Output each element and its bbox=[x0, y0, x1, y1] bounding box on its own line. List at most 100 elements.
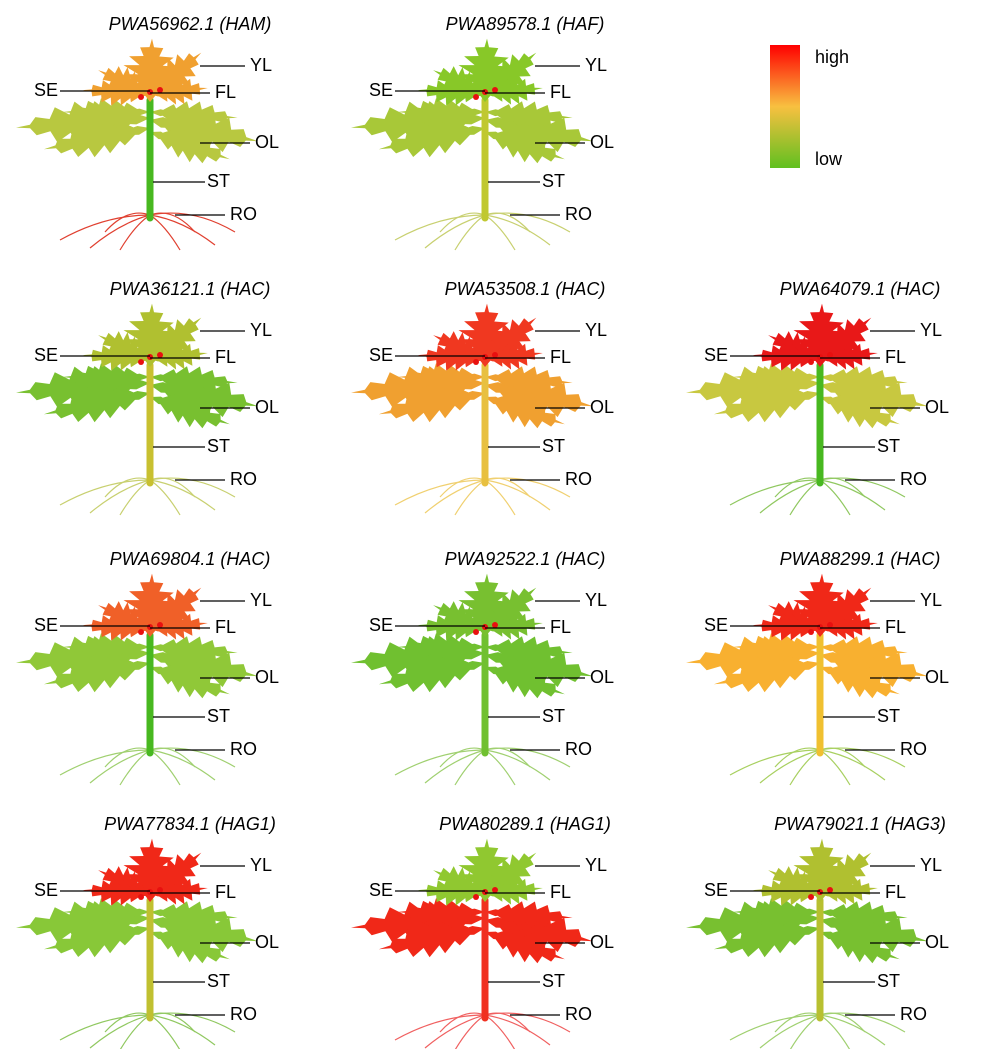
root bbox=[775, 478, 820, 497]
tissue-label: YL bbox=[250, 855, 272, 875]
root bbox=[760, 480, 820, 513]
flower bbox=[147, 89, 153, 95]
flower bbox=[817, 889, 823, 895]
flower bbox=[473, 629, 479, 635]
flower bbox=[827, 887, 833, 893]
tissue-label: SE bbox=[34, 880, 58, 900]
tissue-label: YL bbox=[250, 320, 272, 340]
tissue-label: ST bbox=[877, 706, 900, 726]
root bbox=[150, 1015, 215, 1045]
tissue-label: FL bbox=[550, 347, 571, 367]
root bbox=[150, 480, 180, 515]
tissue-label: OL bbox=[590, 932, 614, 952]
tissue-label: RO bbox=[900, 739, 927, 759]
panel-title: PWA64079.1 (HAC) bbox=[780, 279, 941, 299]
tissue-label: SE bbox=[704, 615, 728, 635]
flower bbox=[492, 87, 498, 93]
panel-title: PWA79021.1 (HAG3) bbox=[774, 814, 946, 834]
flower bbox=[482, 889, 488, 895]
flower bbox=[147, 624, 153, 630]
root bbox=[425, 750, 485, 783]
tissue-label: RO bbox=[565, 469, 592, 489]
root bbox=[820, 480, 850, 515]
root bbox=[485, 1015, 550, 1045]
flower bbox=[808, 629, 814, 635]
tissue-label: YL bbox=[585, 55, 607, 75]
flower bbox=[157, 887, 163, 893]
flower bbox=[482, 354, 488, 360]
tissue-label: SE bbox=[704, 345, 728, 365]
figure: high low PWA56962.1 (HAM)SEFLYLOLSTROPWA… bbox=[0, 0, 981, 1049]
tissue-label: SE bbox=[34, 615, 58, 635]
tissue-label: FL bbox=[885, 617, 906, 637]
panel-title: PWA69804.1 (HAC) bbox=[110, 549, 271, 569]
root bbox=[485, 1015, 515, 1049]
root bbox=[90, 750, 150, 783]
flower bbox=[817, 624, 823, 630]
tissue-label: YL bbox=[920, 320, 942, 340]
tissue-label: ST bbox=[207, 436, 230, 456]
flower bbox=[817, 354, 823, 360]
root bbox=[440, 748, 485, 767]
panel: PWA77834.1 (HAG1)SEFLYLOLSTRO bbox=[10, 814, 279, 1049]
flower bbox=[482, 89, 488, 95]
root bbox=[820, 1015, 885, 1045]
tissue-label: ST bbox=[877, 436, 900, 456]
tissue-label: FL bbox=[885, 882, 906, 902]
root bbox=[425, 1015, 485, 1048]
tissue-label: SE bbox=[34, 80, 58, 100]
root bbox=[485, 750, 550, 780]
flower bbox=[808, 894, 814, 900]
tissue-label: SE bbox=[369, 880, 393, 900]
flower bbox=[473, 359, 479, 365]
flower bbox=[808, 359, 814, 365]
tissue-label: RO bbox=[230, 469, 257, 489]
tissue-label: YL bbox=[585, 590, 607, 610]
root bbox=[90, 1015, 150, 1048]
tissue-label: ST bbox=[542, 971, 565, 991]
tissue-label: SE bbox=[369, 345, 393, 365]
flower bbox=[147, 889, 153, 895]
tissue-label: OL bbox=[925, 932, 949, 952]
root bbox=[440, 213, 485, 232]
root bbox=[820, 750, 850, 785]
tissue-label: SE bbox=[704, 880, 728, 900]
root bbox=[760, 750, 820, 783]
legend-gradient bbox=[770, 45, 800, 168]
tissue-label: ST bbox=[207, 706, 230, 726]
flower bbox=[492, 622, 498, 628]
tissue-label: FL bbox=[885, 347, 906, 367]
panel-title: PWA56962.1 (HAM) bbox=[109, 14, 272, 34]
flower bbox=[138, 94, 144, 100]
root bbox=[150, 215, 180, 250]
root bbox=[150, 750, 215, 780]
flower bbox=[157, 622, 163, 628]
panel: PWA53508.1 (HAC)SEFLYLOLSTRO bbox=[345, 279, 614, 515]
flower bbox=[473, 94, 479, 100]
tissue-label: FL bbox=[215, 347, 236, 367]
root bbox=[760, 1015, 820, 1048]
flower bbox=[827, 352, 833, 358]
tissue-label: SE bbox=[369, 615, 393, 635]
flower bbox=[138, 629, 144, 635]
tissue-label: OL bbox=[925, 397, 949, 417]
root bbox=[440, 1013, 485, 1032]
flower bbox=[157, 352, 163, 358]
root bbox=[425, 480, 485, 513]
root bbox=[485, 480, 515, 515]
root bbox=[485, 480, 550, 510]
panel-title: PWA36121.1 (HAC) bbox=[110, 279, 271, 299]
tissue-label: OL bbox=[590, 132, 614, 152]
tissue-label: YL bbox=[250, 55, 272, 75]
panel: PWA92522.1 (HAC)SEFLYLOLSTRO bbox=[345, 549, 614, 785]
root bbox=[105, 1013, 150, 1032]
root bbox=[150, 480, 215, 510]
tissue-label: FL bbox=[215, 82, 236, 102]
legend-low: low bbox=[815, 149, 843, 169]
panel: PWA80289.1 (HAG1)SEFLYLOLSTRO bbox=[345, 814, 614, 1049]
tissue-label: OL bbox=[255, 397, 279, 417]
